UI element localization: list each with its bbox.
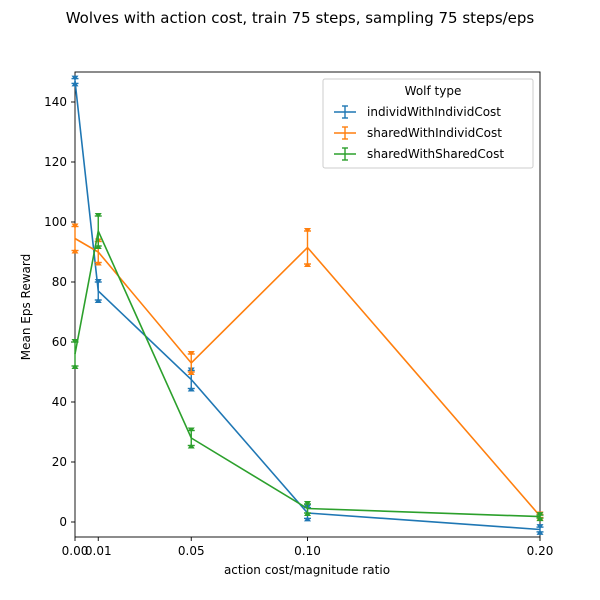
series-sharedWithSharedCost [71,213,544,522]
x-tick-label: 0.01 [85,544,112,558]
error-bar-marker [71,248,79,254]
error-bar-marker [94,260,102,266]
error-bar-marker [304,516,311,522]
error-bar-marker [304,228,311,233]
error-bar [71,223,79,254]
error-bar-marker [536,512,544,518]
error-bar [536,524,544,535]
legend: Wolf type individWithIndividCost sharedWit… [322,78,534,169]
legend-title: Wolf type [405,84,462,98]
series-layer [71,75,544,535]
error-bar [304,501,311,516]
legend-entry: individWithIndividCost [334,105,501,119]
legend-label: sharedWithSharedCost [367,147,504,161]
y-tick-label: 80 [52,275,67,289]
error-bar [94,213,102,249]
error-bar-marker [304,501,311,506]
error-bar-marker [536,524,544,530]
legend-label: sharedWithIndividCost [367,126,502,140]
x-tick-label: 0.20 [527,544,554,558]
x-tick-label: 0.05 [178,544,205,558]
error-bar-marker [536,516,544,522]
error-bar-marker [94,279,102,284]
error-bar-marker [187,427,195,433]
error-bar [71,75,79,87]
error-bar-marker [71,81,79,87]
y-axis: 0 20 40 60 80 100 120 140 [44,95,75,529]
error-bar-marker [187,443,195,449]
error-bar-marker [536,529,544,535]
y-tick-label: 60 [52,335,67,349]
error-bar-marker [94,244,102,249]
series-line [74,237,541,517]
error-bar [71,339,79,369]
error-bar-marker [187,351,195,356]
y-tick-label: 120 [44,155,67,169]
y-axis-label: Mean Eps Reward [19,254,33,360]
error-bar [187,427,195,449]
error-bar-marker [94,298,102,303]
error-bar-marker [94,213,102,218]
error-bar-marker [304,262,311,267]
error-bar-marker [304,511,311,516]
x-axis-label: action cost/magnitude ratio [224,563,390,577]
series-line [74,228,541,518]
legend-label: individWithIndividCost [367,105,501,119]
error-bar-marker [187,370,195,375]
x-axis: 0.000.01 0.05 0.10 0.20 [62,537,554,558]
x-tick-label: 0.00 [62,544,89,558]
chart-title: Wolves with action cost, train 75 steps,… [66,9,535,27]
error-bar-marker [71,339,79,344]
legend-entry: sharedWithIndividCost [334,126,502,140]
error-bar [536,512,544,522]
x-tick-label: 0.10 [294,544,321,558]
error-bar-marker [71,364,79,369]
error-bar [187,351,195,375]
legend-box [322,78,534,169]
y-tick-label: 40 [52,395,67,409]
error-bar-marker [71,223,79,229]
legend-entry: sharedWithSharedCost [334,147,504,161]
y-tick-label: 0 [59,515,67,529]
y-tick-label: 100 [44,215,67,229]
error-bar-marker [187,386,195,392]
y-tick-label: 140 [44,95,67,109]
series-sharedWithIndividCost [71,223,544,521]
error-bar-marker [71,75,79,81]
error-bar [94,279,102,303]
error-bar [304,228,311,267]
y-tick-label: 20 [52,455,67,469]
